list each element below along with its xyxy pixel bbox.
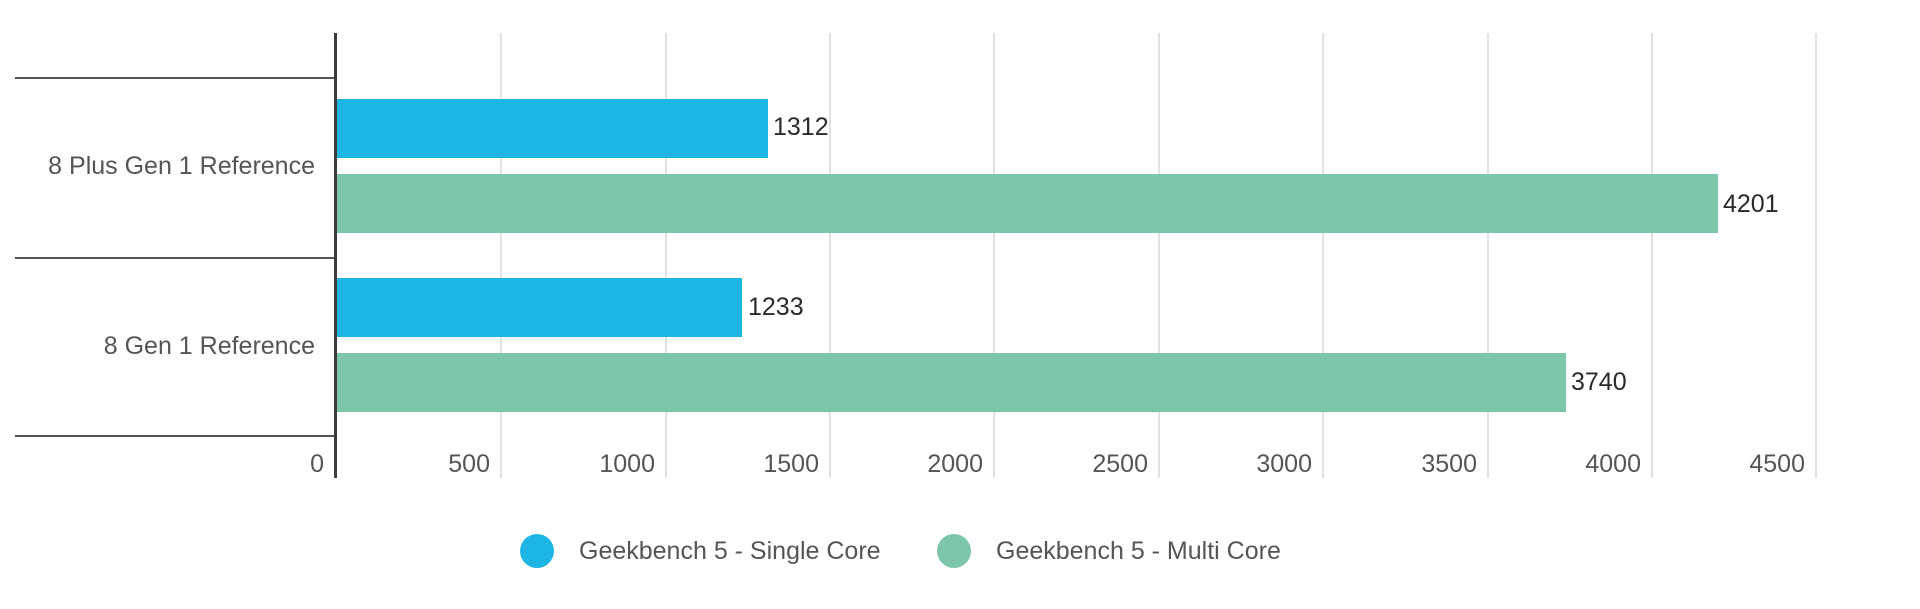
gridline-1000 <box>665 33 667 478</box>
legend-item-multi-core[interactable]: Geekbench 5 - Multi Core <box>937 533 1281 569</box>
gridline-2500 <box>1158 33 1160 478</box>
x-tick-label: 2500 <box>1092 450 1148 478</box>
bar-single-core-8-gen-1 <box>337 278 742 337</box>
value-label: 1312 <box>773 113 829 141</box>
category-separator <box>15 77 335 79</box>
x-tick-label: 4000 <box>1585 450 1641 478</box>
legend-label: Geekbench 5 - Multi Core <box>996 536 1281 565</box>
x-tick-label: 1000 <box>599 450 655 478</box>
gridline-2000 <box>993 33 995 478</box>
x-tick-label: 2000 <box>927 450 983 478</box>
legend-label: Geekbench 5 - Single Core <box>579 536 881 565</box>
bar-single-core-8-plus-gen-1 <box>337 99 768 158</box>
category-separator <box>15 257 335 259</box>
value-label: 4201 <box>1723 190 1779 218</box>
gridline-3500 <box>1487 33 1489 478</box>
x-tick-label: 0 <box>310 450 324 478</box>
x-tick-label: 1500 <box>763 450 819 478</box>
legend-item-single-core[interactable]: Geekbench 5 - Single Core <box>520 533 881 569</box>
gridline-4500 <box>1815 33 1817 478</box>
bar-multi-core-8-plus-gen-1 <box>337 174 1718 233</box>
bar-multi-core-8-gen-1 <box>337 353 1566 412</box>
value-label: 3740 <box>1571 368 1627 396</box>
gridline-4000 <box>1651 33 1653 478</box>
legend-swatch-circle-icon <box>520 534 554 568</box>
x-tick-label: 3000 <box>1256 450 1312 478</box>
gridline-1500 <box>829 33 831 478</box>
x-tick-label: 3500 <box>1421 450 1477 478</box>
category-separator <box>15 435 335 437</box>
category-label: 8 Plus Gen 1 Reference <box>48 152 315 180</box>
category-label: 8 Gen 1 Reference <box>103 332 315 360</box>
chart-legend: Geekbench 5 - Single Core Geekbench 5 - … <box>0 533 1920 573</box>
gridline-500 <box>500 33 502 478</box>
x-tick-label: 4500 <box>1749 450 1805 478</box>
gridline-3000 <box>1322 33 1324 478</box>
legend-swatch-circle-icon <box>937 534 971 568</box>
y-axis-line <box>334 33 337 478</box>
value-label: 1233 <box>748 293 804 321</box>
x-tick-label: 500 <box>448 450 490 478</box>
